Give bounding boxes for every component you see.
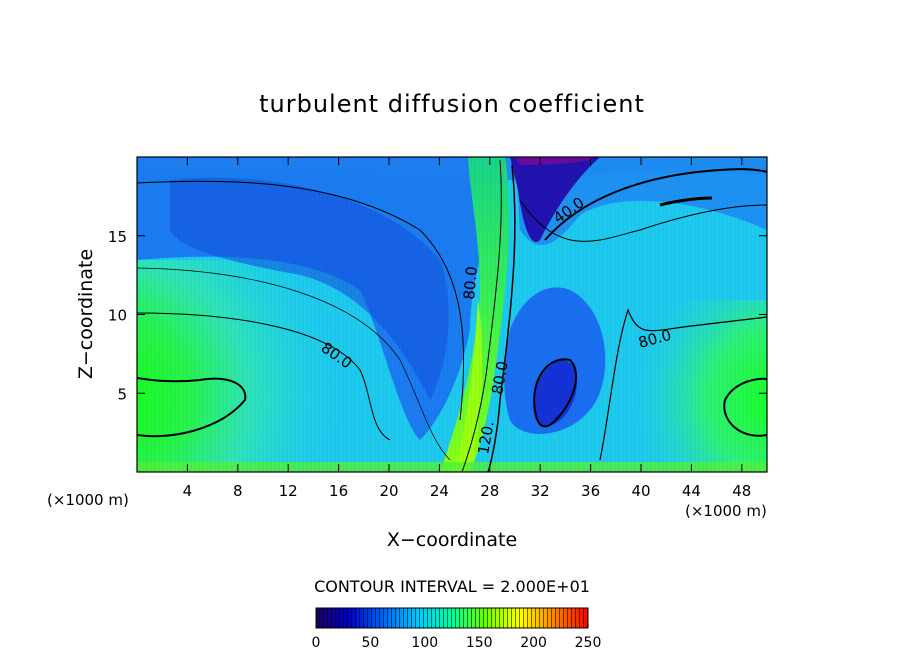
y-axis-title: Z−coordinate <box>75 249 97 379</box>
y-axis: 5 10 15 <box>108 228 767 403</box>
colorbar-tick-label: 100 <box>411 635 438 651</box>
x-axis-title: X−coordinate <box>387 529 517 551</box>
y-tick-label: 15 <box>108 228 127 246</box>
x-tick-label: 16 <box>329 482 348 500</box>
chart-title: turbulent diffusion coefficient <box>259 90 645 118</box>
contour-label: 80.0 <box>460 266 481 301</box>
y-tick-label: 5 <box>117 385 127 403</box>
x-tick-label: 44 <box>682 482 701 500</box>
x-tick-label: 48 <box>732 482 751 500</box>
x-tick-label: 40 <box>631 482 650 500</box>
x-unit-right: (×1000 m) <box>685 502 767 520</box>
colorbar-tick-label: 50 <box>361 635 379 651</box>
heatmap-field <box>137 157 767 472</box>
x-tick-label: 36 <box>581 482 600 500</box>
x-tick-label: 20 <box>379 482 398 500</box>
contour-interval: CONTOUR INTERVAL = 2.000E+01 <box>314 577 590 596</box>
x-unit-left: (×1000 m) <box>47 491 129 509</box>
x-tick-label: 12 <box>279 482 298 500</box>
x-tick-label: 24 <box>430 482 449 500</box>
colorbar-tick-label: 150 <box>466 635 493 651</box>
x-tick-label: 4 <box>183 482 193 500</box>
x-tick-label: 8 <box>233 482 243 500</box>
y-tick-label: 10 <box>108 307 127 325</box>
x-tick-label: 28 <box>480 482 499 500</box>
x-tick-label: 32 <box>531 482 550 500</box>
contour-label: 120. <box>474 420 498 456</box>
colorbar-tick-label: 0 <box>312 635 321 651</box>
x-axis: 4 8 12 16 20 24 28 32 36 40 44 48 <box>183 157 751 500</box>
colorbar: 0 50 100 150 200 250 <box>312 607 602 651</box>
colorbar-tick-label: 250 <box>575 635 602 651</box>
colorbar-tick-label: 200 <box>520 635 547 651</box>
contour-label: 80.0 <box>488 360 512 396</box>
